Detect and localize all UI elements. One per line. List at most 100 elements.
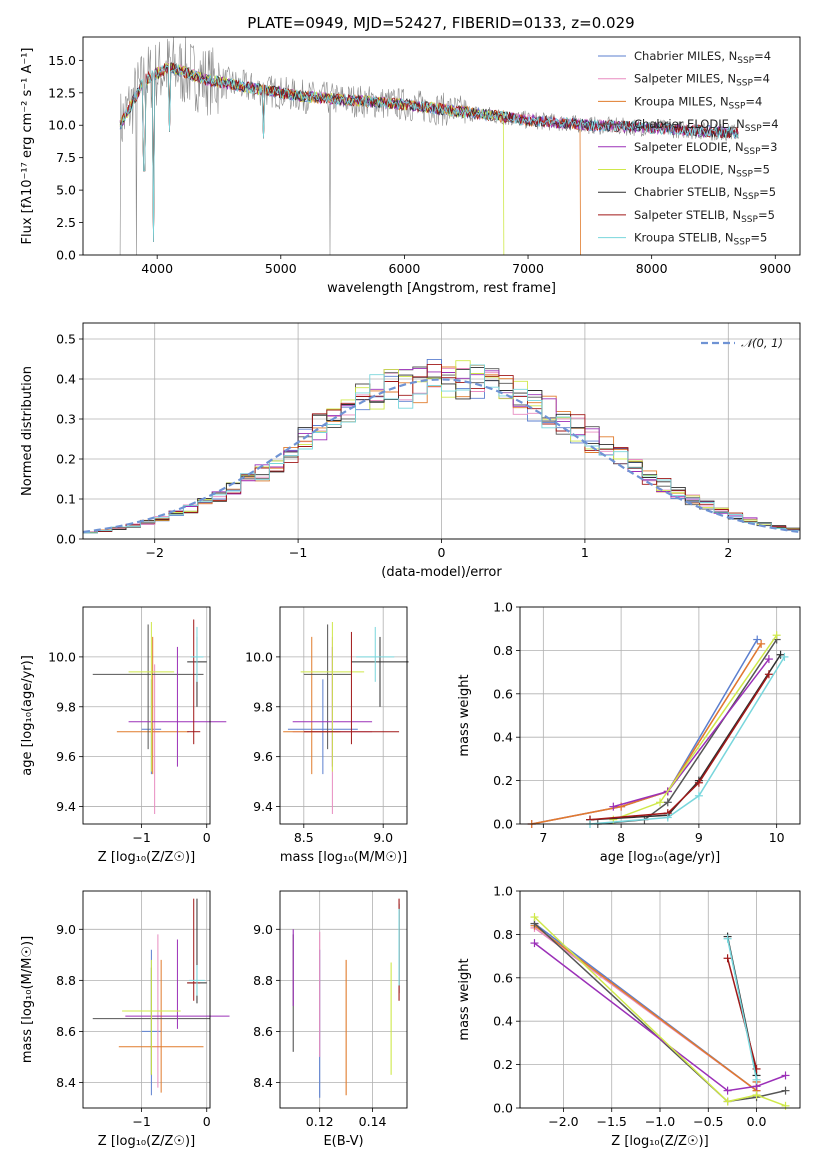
mass-weight-marker: [781, 1071, 790, 1080]
age-vs-Z-grid: [83, 607, 210, 824]
mass-weight-marker: [530, 913, 539, 922]
y-tick-label: 0.0: [493, 1101, 513, 1116]
error-point: [300, 621, 365, 772]
error-point: [187, 619, 201, 745]
error-point: [303, 624, 352, 750]
mass-weight-marker: [530, 939, 539, 948]
mass-weight-line: [597, 639, 778, 825]
x-tick-label: 0.0: [747, 1114, 767, 1129]
y-tick-label: 2.5: [56, 215, 76, 230]
y-tick-label: 0.1: [56, 492, 76, 507]
mass-weight-marker: [694, 778, 703, 787]
x-tick-label: 8.5: [294, 830, 314, 845]
x-tick-label: 6000: [389, 261, 421, 276]
y-tick-label: 8.8: [56, 973, 76, 988]
residuals-ylabel: Normed distribution: [20, 366, 35, 496]
x-tick-label: −1: [132, 830, 150, 845]
mass-weight-vs-age-xlabel: age [log₁₀(age/yr)]: [600, 850, 721, 865]
mass-weight-line: [531, 643, 762, 825]
y-tick-label: 0.4: [493, 730, 513, 745]
y-tick-label: 7.5: [56, 150, 76, 165]
x-tick-label: 0: [438, 545, 446, 560]
age-vs-mass-xlabel: mass [log₁₀(M/M☉)]: [280, 850, 407, 865]
legend-entry: Chabrier MILES, NSSP=4: [634, 49, 771, 66]
mass-weight-marker: [781, 1101, 790, 1110]
mass-weight-marker: [723, 954, 732, 963]
age-vs-mass-marks: [283, 621, 409, 815]
y-tick-label: 0.4: [56, 372, 76, 387]
mass-weight-vs-Z-frame: [519, 890, 801, 1109]
legend-entry: Kroupa MILES, NSSP=4: [634, 94, 762, 111]
mass-weight-vs-age-frame: [519, 606, 801, 825]
y-tick-label: 8.4: [253, 1075, 273, 1090]
mass-vs-Z-grid: [83, 891, 210, 1108]
x-tick-label: 0.12: [306, 1114, 334, 1129]
age-vs-mass-panel: 8.5 9.0 9.4 9.6 9.8 10.0 mass [log₁₀(M/M☉)]: [245, 606, 409, 865]
y-tick-label: 0.2: [56, 452, 76, 467]
x-tick-label: 5000: [265, 261, 297, 276]
residuals-xlabel: (data-model)/error: [381, 565, 502, 580]
y-tick-label: 1.0: [493, 884, 513, 899]
spectrum-xlabel: wavelength [Angstrom, rest frame]: [327, 281, 556, 296]
y-tick-label: 0.2: [493, 773, 513, 788]
x-tick-label: 10: [769, 830, 785, 845]
mass-weight-marker: [772, 631, 781, 640]
y-tick-label: 10.0: [245, 649, 273, 664]
mass-vs-EBV-frame: [279, 890, 408, 1109]
x-tick-label: 7: [539, 830, 547, 845]
mass-weight-marker: [723, 1086, 732, 1095]
spectrum-frame: [82, 36, 801, 256]
legend-entry: Salpeter ELODIE, NSSP=3: [634, 140, 777, 157]
mass-weight-marker: [780, 652, 789, 661]
spectrum-marks: [119, 37, 739, 255]
y-tick-label: 9.4: [253, 799, 273, 814]
mass-weight-marker: [723, 1097, 732, 1106]
x-tick-label: 0: [203, 830, 211, 845]
spectrum-panel: 4000 5000 6000 7000 8000 9000 0.0 2.5 5.0 7.5 10.0…: [20, 36, 801, 296]
legend-entry: Salpeter MILES, NSSP=4: [634, 72, 770, 89]
age-vs-Z-marks: [92, 619, 227, 815]
spectrum-model-line: [119, 62, 739, 243]
mass-vs-Z-frame: [82, 890, 211, 1109]
mass-weight-line: [613, 658, 770, 808]
age-vs-Z-panel: −1 0 9.4 9.6 9.8 10.0 Z [log₁₀(Z/Z☉)] age [log₁…: [20, 606, 227, 865]
x-tick-label: 1: [581, 545, 589, 560]
mass-weight-marker: [663, 798, 672, 807]
y-tick-label: 9.6: [56, 749, 76, 764]
y-tick-label: 0.8: [493, 927, 513, 942]
x-tick-label: 4000: [141, 261, 173, 276]
mass-weight-vs-age-marks: [527, 631, 789, 828]
y-tick-label: 9.4: [56, 799, 76, 814]
mass-weight-vs-Z-panel: −2.0 −1.5 −1.0 −0.5 0.0 0.0 0.2 0.4 0.6 0.8 1.0 Z […: [457, 884, 801, 1149]
y-tick-label: 0.2: [493, 1057, 513, 1072]
mass-vs-EBV-panel: 0.12 0.14 8.4 8.6 8.8 9.0 E(B-V): [253, 890, 408, 1149]
x-tick-label: 8000: [636, 261, 668, 276]
mass-weight-marker: [723, 934, 732, 943]
y-tick-label: 8.6: [56, 1024, 76, 1039]
mass-weight-line: [533, 916, 786, 1107]
error-point: [287, 679, 358, 775]
histograms: [83, 358, 800, 534]
residual-histogram: [83, 364, 800, 534]
y-tick-label: 0.6: [493, 970, 513, 985]
legend-entry: Chabrier STELIB, NSSP=5: [634, 185, 776, 202]
y-tick-label: 10.0: [48, 649, 76, 664]
error-point: [356, 626, 395, 682]
mass-vs-EBV-grid: [280, 891, 407, 1108]
x-tick-label: 0: [203, 1114, 211, 1129]
spectrum-model-line: [119, 62, 505, 255]
error-point: [187, 898, 201, 1001]
mass-weight-line: [726, 938, 758, 1080]
mass-vs-Z-marks: [92, 898, 230, 1096]
mass-weight-marker: [781, 1086, 790, 1095]
x-tick-label: −1: [289, 545, 307, 560]
mass-weight-marker: [764, 655, 773, 664]
error-point: [283, 636, 341, 775]
y-tick-label: 9.8: [56, 699, 76, 714]
mass-weight-vs-Z-marks: [530, 913, 790, 1110]
y-tick-label: 0.5: [56, 332, 76, 347]
error-point: [118, 959, 204, 1093]
mass-vs-Z-panel: −1 0 8.4 8.6 8.8 9.0 Z [log₁₀(Z/Z☉)] mass [log₁…: [20, 890, 230, 1149]
x-tick-label: 8: [617, 830, 625, 845]
error-point: [92, 624, 204, 750]
